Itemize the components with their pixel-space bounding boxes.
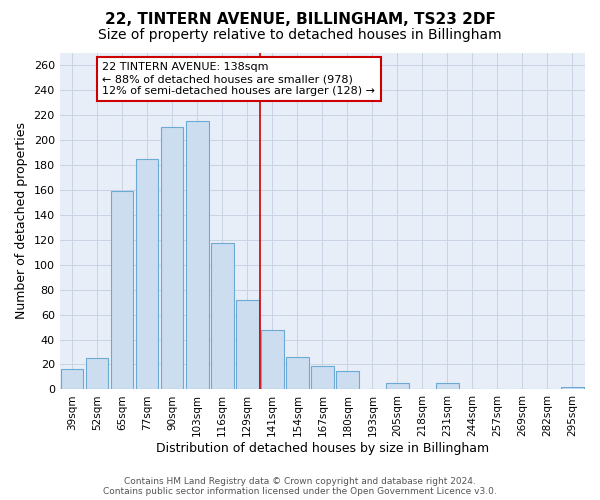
Y-axis label: Number of detached properties: Number of detached properties [15, 122, 28, 320]
Bar [61, 370, 83, 390]
X-axis label: Distribution of detached houses by size in Billingham: Distribution of detached houses by size … [156, 442, 489, 455]
Bar [161, 128, 184, 390]
Text: 22 TINTERN AVENUE: 138sqm
← 88% of detached houses are smaller (978)
12% of semi: 22 TINTERN AVENUE: 138sqm ← 88% of detac… [102, 62, 375, 96]
Bar [111, 191, 133, 390]
Bar [436, 383, 458, 390]
Bar [136, 158, 158, 390]
Text: Contains HM Land Registry data © Crown copyright and database right 2024.
Contai: Contains HM Land Registry data © Crown c… [103, 476, 497, 496]
Bar [236, 300, 259, 390]
Bar [311, 366, 334, 390]
Bar [211, 244, 233, 390]
Bar [336, 370, 359, 390]
Text: 22, TINTERN AVENUE, BILLINGHAM, TS23 2DF: 22, TINTERN AVENUE, BILLINGHAM, TS23 2DF [104, 12, 496, 28]
Bar [86, 358, 109, 390]
Bar [186, 121, 209, 390]
Bar [386, 383, 409, 390]
Bar [286, 357, 308, 390]
Bar [261, 330, 284, 390]
Bar [561, 387, 584, 390]
Text: Size of property relative to detached houses in Billingham: Size of property relative to detached ho… [98, 28, 502, 42]
